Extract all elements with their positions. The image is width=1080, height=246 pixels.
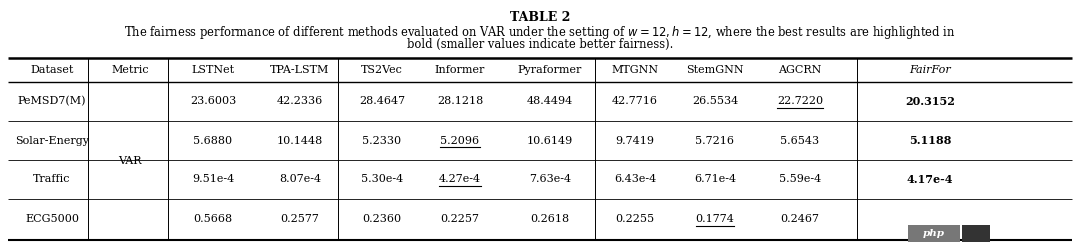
Text: 20.3152: 20.3152 xyxy=(905,96,955,107)
Text: ECG5000: ECG5000 xyxy=(25,215,79,225)
Text: 5.6880: 5.6880 xyxy=(193,136,232,145)
Text: 8.07e-4: 8.07e-4 xyxy=(279,174,321,184)
Text: AGCRN: AGCRN xyxy=(779,65,822,75)
Text: Pyraformer: Pyraformer xyxy=(517,65,582,75)
Text: bold (smaller values indicate better fairness).: bold (smaller values indicate better fai… xyxy=(407,38,673,51)
Text: 5.59e-4: 5.59e-4 xyxy=(779,174,821,184)
Text: 0.2360: 0.2360 xyxy=(363,215,402,225)
Text: 0.2618: 0.2618 xyxy=(530,215,569,225)
Text: 0.5668: 0.5668 xyxy=(193,215,232,225)
Text: 5.1188: 5.1188 xyxy=(908,135,951,146)
Text: 6.71e-4: 6.71e-4 xyxy=(694,174,737,184)
Text: 10.1448: 10.1448 xyxy=(276,136,323,145)
Text: 26.5534: 26.5534 xyxy=(692,96,738,107)
Text: TPA-LSTM: TPA-LSTM xyxy=(270,65,329,75)
Bar xyxy=(962,225,990,242)
Text: 0.2467: 0.2467 xyxy=(781,215,820,225)
Text: LSTNet: LSTNet xyxy=(191,65,234,75)
Text: TABLE 2: TABLE 2 xyxy=(510,11,570,24)
Text: 4.27e-4: 4.27e-4 xyxy=(438,174,481,184)
Text: 0.2577: 0.2577 xyxy=(281,215,320,225)
Text: 5.30e-4: 5.30e-4 xyxy=(361,174,403,184)
Text: 4.17e-4: 4.17e-4 xyxy=(907,174,954,185)
Text: MTGNN: MTGNN xyxy=(611,65,659,75)
Text: 28.1218: 28.1218 xyxy=(437,96,483,107)
Text: 28.4647: 28.4647 xyxy=(359,96,405,107)
Text: 0.2255: 0.2255 xyxy=(616,215,654,225)
Text: Traffic: Traffic xyxy=(33,174,71,184)
Text: php: php xyxy=(923,229,945,238)
Text: 9.51e-4: 9.51e-4 xyxy=(192,174,234,184)
Text: TS2Vec: TS2Vec xyxy=(361,65,403,75)
Text: 5.7216: 5.7216 xyxy=(696,136,734,145)
Text: FairFor: FairFor xyxy=(909,65,950,75)
Text: 7.63e-4: 7.63e-4 xyxy=(529,174,571,184)
Text: 0.1774: 0.1774 xyxy=(696,215,734,225)
Text: 23.6003: 23.6003 xyxy=(190,96,237,107)
Text: Metric: Metric xyxy=(111,65,149,75)
Text: Dataset: Dataset xyxy=(30,65,73,75)
Text: Informer: Informer xyxy=(435,65,485,75)
Bar xyxy=(908,225,960,242)
Text: 42.2336: 42.2336 xyxy=(276,96,323,107)
Text: StemGNN: StemGNN xyxy=(686,65,744,75)
Text: 5.2330: 5.2330 xyxy=(363,136,402,145)
Text: 5.2096: 5.2096 xyxy=(441,136,480,145)
Text: 48.4494: 48.4494 xyxy=(527,96,573,107)
Text: PeMSD7(M): PeMSD7(M) xyxy=(17,96,86,107)
Text: 5.6543: 5.6543 xyxy=(781,136,820,145)
Text: 22.7220: 22.7220 xyxy=(777,96,823,107)
Text: The fairness performance of different methods evaluated on VAR under the setting: The fairness performance of different me… xyxy=(124,24,956,41)
Text: Solar-Energy: Solar-Energy xyxy=(15,136,89,145)
Text: 42.7716: 42.7716 xyxy=(612,96,658,107)
Text: 9.7419: 9.7419 xyxy=(616,136,654,145)
Text: 10.6149: 10.6149 xyxy=(527,136,573,145)
Text: VAR: VAR xyxy=(118,155,141,166)
Text: 6.43e-4: 6.43e-4 xyxy=(613,174,657,184)
Text: 0.2257: 0.2257 xyxy=(441,215,480,225)
